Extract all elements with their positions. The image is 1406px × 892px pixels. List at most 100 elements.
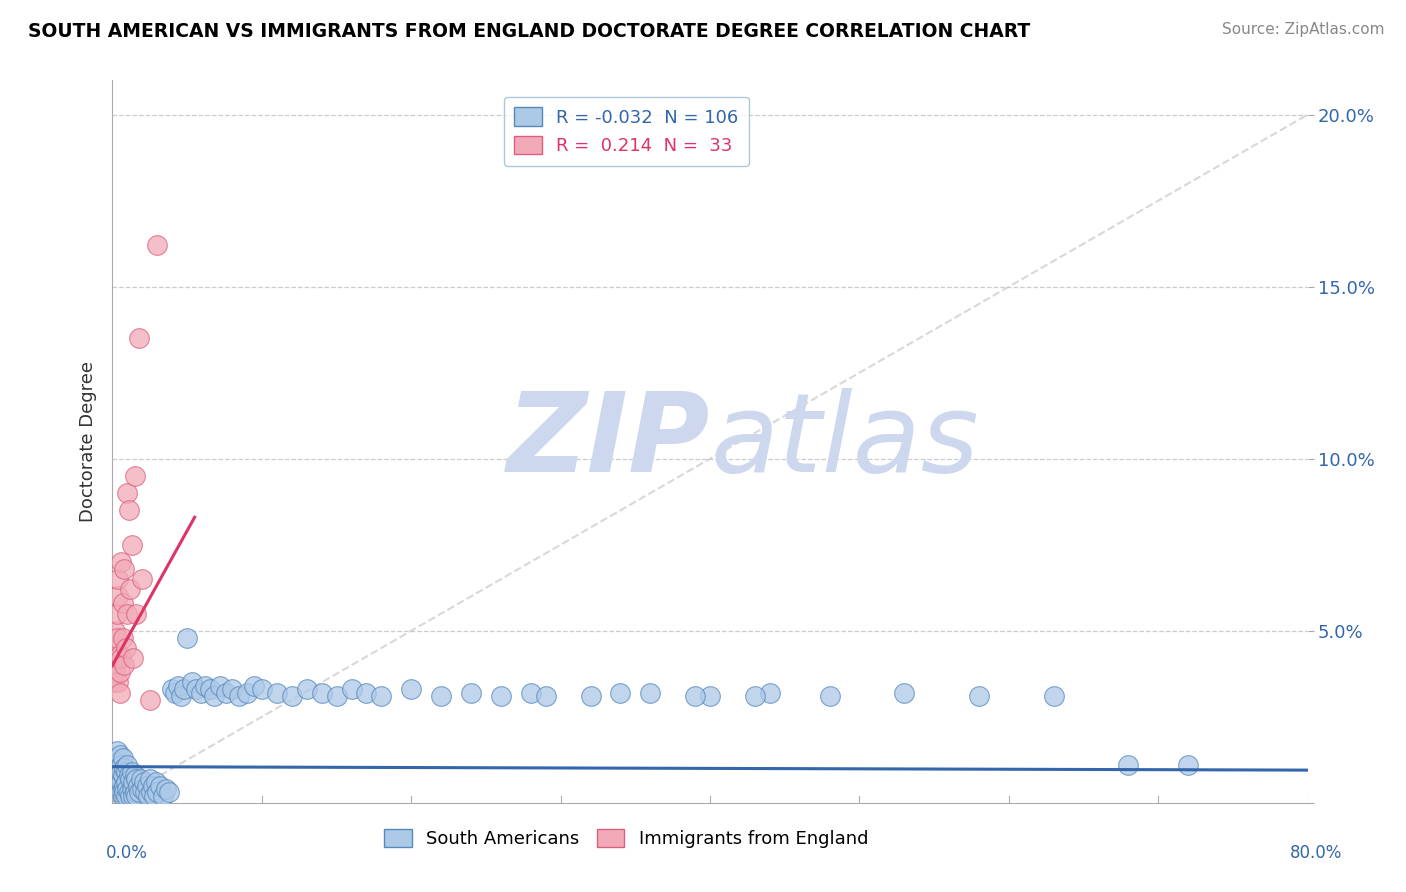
Point — [103, 675, 125, 690]
Point — [295, 682, 318, 697]
Point — [105, 768, 128, 782]
Point — [146, 785, 169, 799]
Point — [104, 624, 127, 638]
Point — [111, 782, 134, 797]
Point — [190, 686, 212, 700]
Point — [114, 779, 135, 793]
Point — [115, 764, 138, 779]
Point — [893, 686, 915, 700]
Point — [110, 775, 132, 789]
Point — [108, 761, 131, 775]
Point — [243, 679, 266, 693]
Point — [108, 747, 131, 762]
Point — [107, 785, 129, 799]
Legend: South Americans, Immigrants from England: South Americans, Immigrants from England — [377, 822, 876, 855]
Point — [967, 689, 990, 703]
Point — [114, 761, 135, 775]
Point — [108, 686, 131, 700]
Point — [121, 782, 143, 797]
Point — [103, 751, 125, 765]
Point — [325, 689, 347, 703]
Y-axis label: Doctorate Degree: Doctorate Degree — [79, 361, 97, 522]
Point — [111, 768, 134, 782]
Point — [117, 782, 139, 797]
Point — [105, 607, 128, 621]
Point — [146, 238, 169, 252]
Point — [122, 775, 145, 789]
Point — [759, 686, 782, 700]
Point — [1042, 689, 1064, 703]
Point — [152, 789, 174, 803]
Point — [125, 772, 148, 786]
Point — [131, 782, 153, 797]
Point — [124, 785, 146, 799]
Point — [117, 607, 139, 621]
Text: 0.0%: 0.0% — [105, 844, 148, 862]
Point — [105, 651, 128, 665]
Point — [281, 689, 304, 703]
Point — [110, 785, 132, 799]
Point — [145, 775, 167, 789]
Point — [118, 503, 141, 517]
Point — [170, 689, 193, 703]
Point — [104, 758, 127, 772]
Point — [311, 686, 333, 700]
Point — [340, 682, 363, 697]
Point — [122, 651, 145, 665]
Point — [115, 640, 138, 655]
Point — [103, 764, 125, 779]
Point — [430, 689, 453, 703]
Point — [117, 758, 139, 772]
Point — [228, 689, 250, 703]
Point — [198, 682, 221, 697]
Point — [215, 686, 238, 700]
Point — [489, 689, 512, 703]
Point — [155, 782, 177, 797]
Point — [107, 755, 129, 769]
Point — [1177, 758, 1199, 772]
Point — [139, 692, 162, 706]
Point — [104, 640, 127, 655]
Point — [460, 686, 482, 700]
Point — [139, 772, 162, 786]
Point — [114, 562, 135, 576]
Point — [115, 775, 138, 789]
Point — [124, 768, 146, 782]
Point — [114, 658, 135, 673]
Point — [120, 772, 142, 786]
Point — [107, 590, 129, 604]
Point — [236, 686, 259, 700]
Point — [117, 486, 139, 500]
Point — [122, 789, 145, 803]
Point — [1118, 758, 1140, 772]
Point — [818, 689, 841, 703]
Point — [167, 679, 190, 693]
Point — [221, 682, 243, 697]
Point — [103, 658, 125, 673]
Text: Source: ZipAtlas.com: Source: ZipAtlas.com — [1222, 22, 1385, 37]
Point — [125, 607, 148, 621]
Point — [134, 785, 156, 799]
Point — [142, 779, 165, 793]
Point — [120, 582, 142, 597]
Point — [132, 775, 155, 789]
Point — [138, 789, 160, 803]
Point — [120, 789, 142, 803]
Text: SOUTH AMERICAN VS IMMIGRANTS FROM ENGLAND DOCTORATE DEGREE CORRELATION CHART: SOUTH AMERICAN VS IMMIGRANTS FROM ENGLAN… — [28, 22, 1031, 41]
Point — [118, 768, 141, 782]
Point — [111, 789, 134, 803]
Text: atlas: atlas — [710, 388, 979, 495]
Point — [176, 631, 198, 645]
Point — [699, 689, 721, 703]
Point — [131, 572, 153, 586]
Point — [108, 772, 131, 786]
Point — [115, 789, 138, 803]
Point — [110, 651, 132, 665]
Point — [121, 538, 143, 552]
Point — [165, 686, 187, 700]
Text: ZIP: ZIP — [506, 388, 710, 495]
Point — [534, 689, 557, 703]
Point — [520, 686, 543, 700]
Point — [250, 682, 273, 697]
Point — [105, 631, 128, 645]
